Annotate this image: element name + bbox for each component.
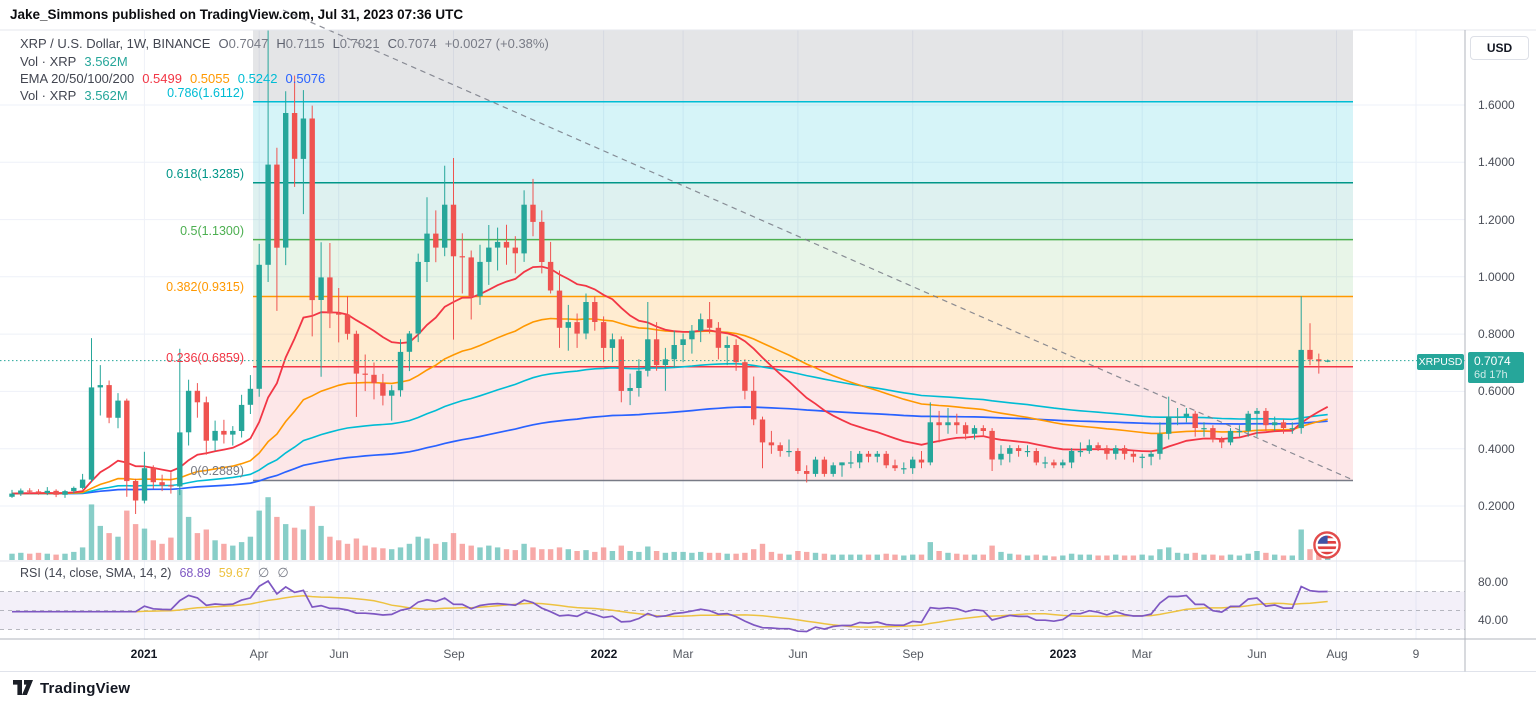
tradingview-footer[interactable]: TradingView [12,679,130,697]
hidden-value-icon: ∅ [258,565,270,580]
time-axis-label: 2022 [590,647,618,661]
fib-level-label: 0.382(0.9315) [166,280,244,294]
time-axis-label: Mar [672,647,694,661]
currency-toggle-button[interactable]: USD [1470,36,1529,60]
volume-legend-row-2[interactable]: Vol · XRP 3.562M [20,88,128,103]
symbol-legend-row[interactable]: XRP / U.S. Dollar, 1W, BINANCE O0.7047 H… [20,36,549,51]
fib-level-label: 0.618(1.3285) [166,167,244,181]
time-axis-label: Aug [1326,647,1348,661]
volume-value-2: 3.562M [84,88,128,103]
rsi-title: RSI (14, close, SMA, 14, 2) [20,566,172,580]
time-axis-label: Sep [443,647,465,661]
ema20-value: 0.5499 [142,71,182,86]
price-axis-label: 0.8000 [1478,327,1515,341]
last-price: 0.7074 [1474,354,1511,368]
rsi-legend-row[interactable]: RSI (14, close, SMA, 14, 2) 68.89 59.67 … [20,565,289,581]
last-price-badge: 0.7074 6d 17h [1468,352,1524,383]
price-axis-label: 0.6000 [1478,384,1515,398]
ema-legend-row[interactable]: EMA 20/50/100/200 0.5499 0.5055 0.5242 0… [20,71,325,86]
time-axis-label: Apr [249,647,269,661]
hidden-value-icon: ∅ [277,565,289,580]
volume-title: Vol · XRP [20,54,77,69]
bar-countdown: 6d 17h [1474,369,1508,381]
price-axis-label: 0.4000 [1478,442,1515,456]
ohlc-close: C0.7074 [387,36,437,51]
time-axis-label: Sep [902,647,924,661]
rsi-axis-label: 40.00 [1478,613,1509,627]
fib-level-label: 0.5(1.1300) [180,224,244,238]
time-axis-label: Mar [1131,647,1153,661]
price-axis-label: 1.6000 [1478,98,1515,112]
publisher-line: Jake_Simmons published on TradingView.co… [10,7,464,22]
tradingview-logo-icon [13,680,33,695]
ema-title: EMA 20/50/100/200 [20,71,135,86]
rsi-axis-label: 80.00 [1478,575,1509,589]
time-axis-label: 2021 [130,647,158,661]
volume-legend-row[interactable]: Vol · XRP 3.562M [20,54,128,69]
symbol-price-tag: XRPUSD [1417,354,1464,370]
symbol-title: XRP / U.S. Dollar, 1W, BINANCE [20,36,211,51]
volume-value: 3.562M [84,54,128,69]
ema200-value: 0.5076 [285,71,326,86]
time-axis-label: Jun [329,647,349,661]
ohlc-low: L0.7021 [332,36,380,51]
ohlc-open: O0.7047 [218,36,269,51]
price-axis-label: 1.0000 [1478,270,1515,284]
rsi-value: 68.89 [179,566,211,580]
price-axis-label: 1.4000 [1478,155,1515,169]
price-change: +0.0027 (+0.38%) [444,36,549,51]
us-flag-event-icon [1313,531,1341,559]
rsi-sma-value: 59.67 [218,566,251,580]
tradingview-wordmark: TradingView [40,679,131,697]
fib-level-label: 0.236(0.6859) [166,351,244,365]
ema100-value: 0.5242 [237,71,278,86]
ema50-value: 0.5055 [189,71,230,86]
volume-title-2: Vol · XRP [20,88,77,103]
time-axis-label: Jun [788,647,808,661]
time-axis-label: 2023 [1049,647,1077,661]
time-axis-label: Jun [1247,647,1267,661]
fib-level-label: 0(0.2889) [190,464,244,478]
fib-level-label: 0.786(1.6112) [167,86,244,100]
price-axis-label: 0.2000 [1478,499,1515,513]
ohlc-high: H0.7115 [276,36,325,51]
time-axis-label: 9 [1412,647,1420,661]
price-axis-label: 1.2000 [1478,213,1515,227]
